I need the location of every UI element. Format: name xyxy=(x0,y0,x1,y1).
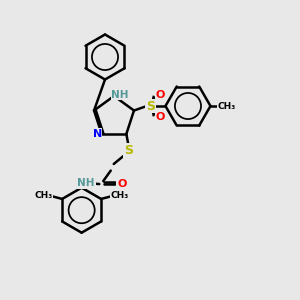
Text: CH₃: CH₃ xyxy=(218,101,236,110)
Text: CH₃: CH₃ xyxy=(111,191,129,200)
Text: CH₃: CH₃ xyxy=(34,191,53,200)
Text: O: O xyxy=(155,90,165,100)
Text: O: O xyxy=(117,179,127,189)
Text: NH: NH xyxy=(111,89,129,100)
Text: O: O xyxy=(155,112,165,122)
Text: N: N xyxy=(92,129,102,139)
Text: S: S xyxy=(146,100,155,112)
Text: S: S xyxy=(124,144,133,157)
Text: NH: NH xyxy=(77,178,95,188)
